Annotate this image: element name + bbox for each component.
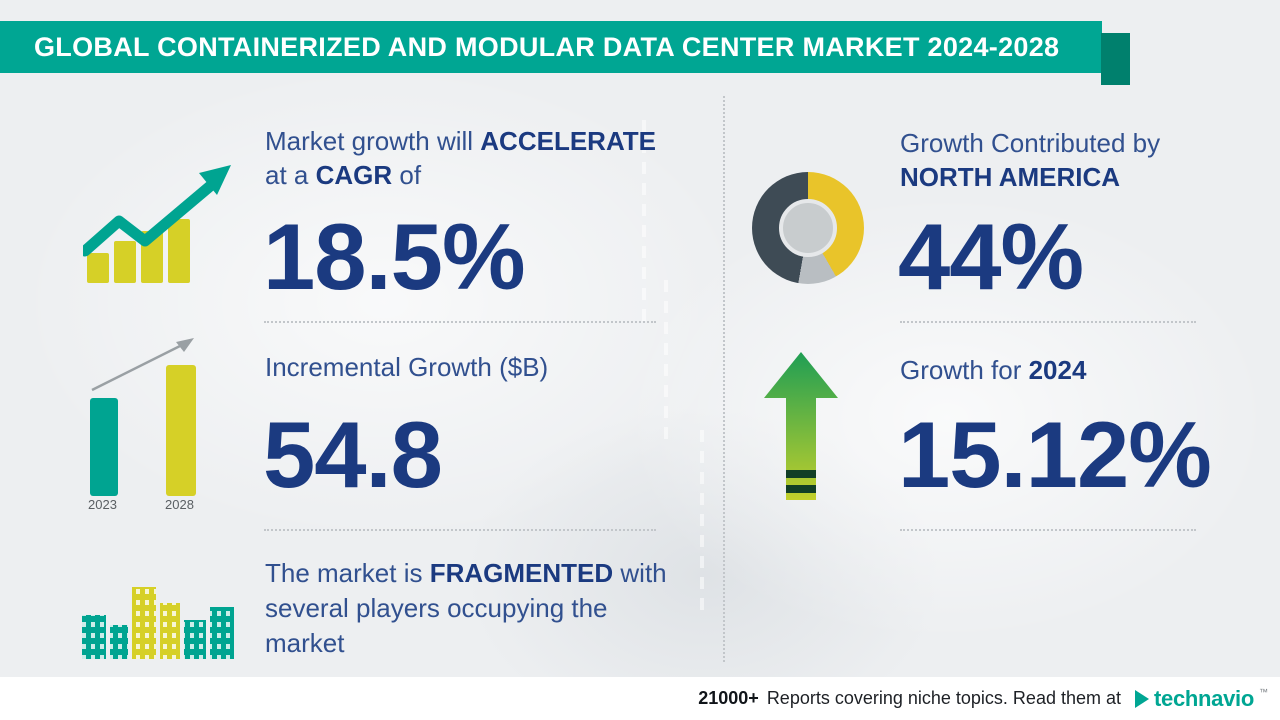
cagr-text-line1: Market growth will ACCELERATE (265, 126, 656, 157)
divider-left-2 (264, 529, 656, 531)
background-pattern (700, 430, 704, 610)
cagr-text-accelerate: ACCELERATE (480, 126, 657, 156)
region-name: NORTH AMERICA (900, 162, 1121, 192)
cagr-text-line1-normal: Market growth will (265, 126, 481, 156)
technavio-wordmark: technavio (1154, 685, 1254, 711)
growth-value: 15.12% (898, 402, 1212, 507)
banner-accent (1101, 33, 1130, 85)
incremental-growth-label: Incremental Growth ($B) (265, 352, 549, 382)
vertical-divider (723, 96, 725, 662)
title-banner: GLOBAL CONTAINERIZED AND MODULAR DATA CE… (0, 21, 1102, 73)
technavio-triangle-icon (1135, 689, 1149, 708)
cagr-value: 18.5% (263, 204, 526, 309)
region-label: Growth Contributed by (900, 128, 1161, 158)
fragmented-text-bold: FRAGMENTED (429, 558, 614, 588)
background-pattern (664, 280, 668, 440)
cagr-text-line2-normal-a: at a (265, 160, 316, 190)
footer-bar: 21000+ Reports covering niche topics. Re… (0, 677, 1280, 720)
year-label-2028: 2028 (165, 497, 194, 512)
footer-text: Reports covering niche topics. Read them… (766, 688, 1121, 708)
year-label-2023: 2023 (88, 497, 117, 512)
fragmented-text: The market is FRAGMENTED with several pl… (265, 556, 681, 661)
donut-chart-icon (752, 172, 864, 284)
incremental-growth-value: 54.8 (263, 402, 443, 507)
cagr-text-line2: at a CAGR of (265, 160, 421, 191)
fragmented-text-normal-a: The market is (265, 558, 430, 588)
divider-left-1 (264, 321, 656, 323)
trademark-symbol: ™ (1259, 686, 1268, 697)
background-pattern (642, 120, 646, 330)
divider-right-1 (900, 321, 1196, 323)
growth-for-label-normal: Growth for (900, 355, 1029, 385)
report-count: 21000+ (698, 688, 759, 708)
region-value: 44% (898, 204, 1084, 309)
page-title: GLOBAL CONTAINERIZED AND MODULAR DATA CE… (34, 31, 1060, 62)
fragmented-text-normal-b: with several players occupying the marke… (265, 558, 667, 658)
growth-line-chart-icon (79, 165, 233, 288)
up-arrow-icon (764, 352, 838, 505)
cagr-text-line2-normal-b: of (392, 160, 422, 190)
growth-for-year: 2024 (1028, 355, 1087, 385)
cagr-text-cagr: CAGR (315, 160, 393, 190)
technavio-logo: technavio ™ (1135, 686, 1268, 712)
divider-right-2 (900, 529, 1196, 531)
buildings-icon (80, 565, 240, 665)
growth-for-label: Growth for 2024 (900, 355, 1086, 386)
bar-chart-icon (84, 338, 244, 501)
